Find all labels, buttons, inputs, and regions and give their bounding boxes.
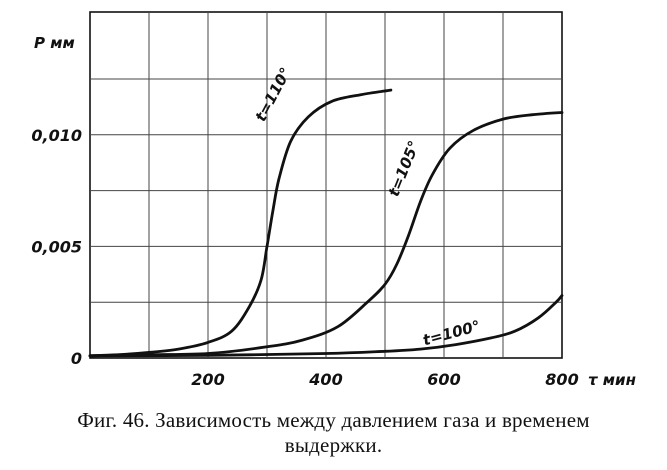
series-line-1 xyxy=(88,111,564,358)
grid xyxy=(90,12,562,358)
y-tick-label-2: 0,010 xyxy=(31,126,82,145)
series-label-0: t=110° xyxy=(252,64,295,124)
y-tick-label-0: 0 xyxy=(71,349,82,368)
x-tick-label-1: 400 xyxy=(308,370,342,389)
y-tick-labels: 0 0,005 0,010 xyxy=(31,126,82,368)
figure-caption: Фиг. 46. Зависимость между давлением газ… xyxy=(0,408,667,458)
x-tick-label-0: 200 xyxy=(191,370,224,389)
x-tick-label-2: 600 xyxy=(427,370,460,389)
x-tick-label-3: 800 xyxy=(545,370,578,389)
y-tick-label-1: 0,005 xyxy=(31,237,82,256)
series-line-2 xyxy=(88,294,564,358)
series-label-1: t=105° xyxy=(385,138,424,199)
series-line-0 xyxy=(88,88,393,358)
caption-line-1: Фиг. 46. Зависимость между давлением газ… xyxy=(77,408,590,432)
y-axis-label: Р мм xyxy=(34,34,75,52)
series-group: t=110°t=105°t=100° xyxy=(88,64,564,358)
x-tick-labels: 200 400 600 800 xyxy=(191,370,578,389)
x-axis-label: τ мин xyxy=(588,371,636,389)
caption-line-2: выдержки. xyxy=(284,433,383,457)
